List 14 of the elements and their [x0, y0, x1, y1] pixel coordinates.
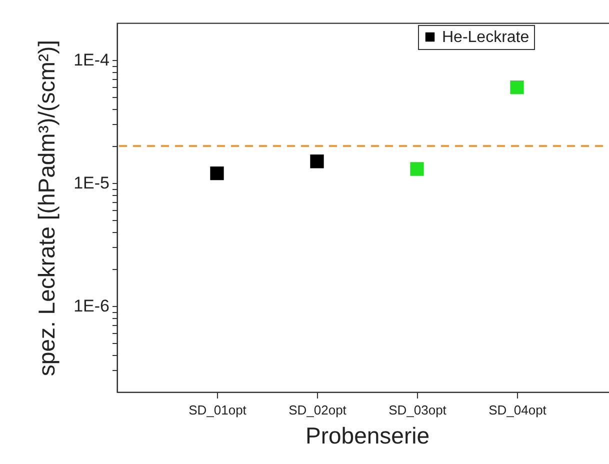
point [510, 80, 524, 94]
y-tick-label: 1E-4 [74, 50, 110, 70]
x-axis-title: Probenserie [305, 422, 430, 448]
x-tick-label: SD_03opt [388, 402, 447, 418]
legend-label: He-Leckrate [442, 29, 530, 46]
point [210, 166, 224, 180]
y-tick-label: 1E-6 [74, 296, 110, 316]
x-tick-label: SD_04opt [488, 402, 547, 418]
x-tick-label: SD_02opt [288, 402, 347, 418]
point [410, 162, 424, 176]
y-axis-title: spez. Leckrate [(hPadm³)/(scm²)] [34, 40, 60, 376]
point [310, 154, 324, 168]
y-tick-label: 1E-5 [74, 174, 110, 193]
x-tick-label: SD_01opt [188, 402, 247, 418]
